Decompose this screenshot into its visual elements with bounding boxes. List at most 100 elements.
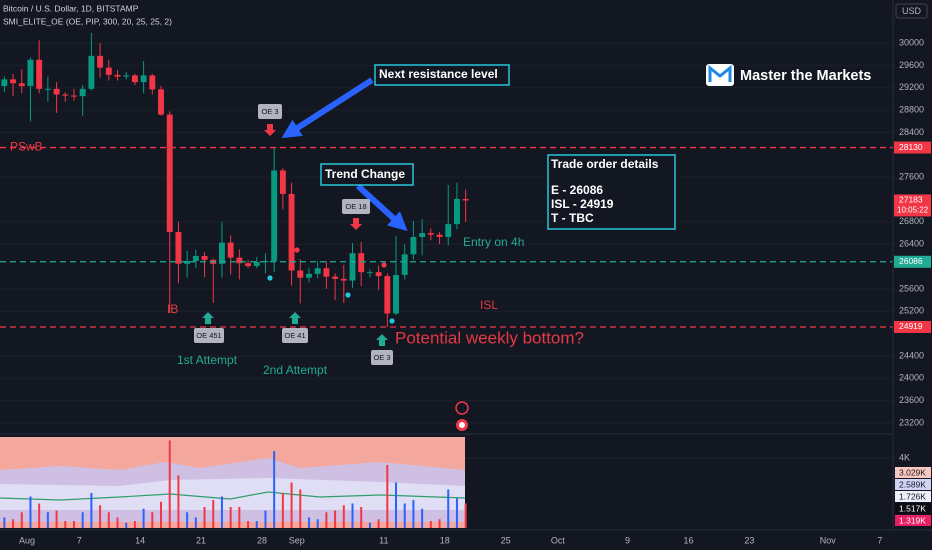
candle-body — [323, 268, 330, 277]
x-tick-label: 21 — [196, 535, 206, 545]
trade-line: T - TBC — [551, 211, 594, 225]
signal-label: OE 3 — [261, 107, 278, 116]
signal-label: OE 18 — [345, 202, 366, 211]
volume-bar — [133, 521, 136, 528]
volume-bar — [151, 512, 154, 528]
annotation-box — [320, 163, 414, 186]
annotation: Trend Change — [325, 167, 405, 181]
candle-body — [393, 274, 399, 314]
volume-bar — [342, 505, 345, 528]
y-tick-label: 29600 — [899, 60, 924, 70]
x-tick-label: 11 — [379, 535, 388, 545]
candle-body — [384, 276, 391, 314]
level-price-box — [894, 255, 931, 268]
y-tick-label: 25600 — [899, 283, 924, 293]
y-tick-label: 23200 — [899, 417, 924, 427]
candle-body — [288, 193, 295, 271]
candle-body — [97, 55, 104, 68]
volume-bar — [3, 517, 6, 528]
candle-body — [271, 170, 278, 261]
candle-body — [149, 75, 156, 90]
candle-body — [227, 242, 234, 258]
volume-bar — [412, 500, 415, 528]
x-tick-label: 16 — [683, 535, 693, 545]
x-tick-label: Nov — [820, 535, 837, 545]
x-tick-label: Aug — [19, 535, 35, 545]
candle-body — [236, 257, 243, 264]
x-tick-label: 28 — [257, 535, 267, 545]
volume-bar — [238, 507, 241, 528]
candle-body — [71, 95, 77, 97]
volume-bar — [368, 522, 371, 528]
volume-bar — [464, 503, 467, 528]
volume-bar — [72, 521, 75, 528]
candle-body — [306, 273, 312, 278]
y-tick-label: 25200 — [899, 306, 924, 316]
candle-body — [436, 234, 443, 237]
volume-bar — [334, 510, 337, 528]
annotation: 1st Attempt — [177, 353, 238, 367]
logo — [706, 64, 734, 86]
volume-bar — [421, 508, 424, 528]
indicator-title: SMI_ELITE_OE (OE, PIP, 300, 20, 25, 25, … — [3, 16, 172, 26]
y-tick-label: 28400 — [899, 127, 924, 137]
y-tick-label: 30000 — [899, 37, 924, 47]
volume-bar — [325, 512, 328, 528]
candle-body — [375, 272, 382, 277]
x-tick-label: Oct — [551, 535, 566, 545]
volume-bar — [194, 517, 197, 528]
volume-bar — [55, 510, 58, 528]
trade-line: ISL - 24919 — [551, 197, 614, 211]
y-tick-label: 23600 — [899, 395, 924, 405]
candle-body — [10, 79, 17, 84]
candle-body — [79, 88, 86, 97]
level-price: 24919 — [899, 321, 923, 331]
y-tick-label: 24000 — [899, 373, 924, 383]
volume-bar — [447, 489, 450, 528]
symbol-title: Bitcoin / U.S. Dollar, 1D, BITSTAMP — [3, 3, 139, 13]
candle-body — [358, 253, 365, 273]
candle-body — [131, 75, 138, 83]
candle-body — [410, 236, 417, 255]
x-tick-label: 7 — [77, 535, 82, 545]
indicator-value: 3.029K — [899, 467, 926, 477]
signal-label: OE 451 — [196, 331, 221, 340]
volume-bar — [99, 505, 102, 528]
candle-body — [114, 74, 121, 77]
candle-body — [401, 254, 408, 275]
candle-body — [218, 242, 225, 264]
level-price: 26086 — [899, 256, 923, 266]
x-tick-label: 9 — [625, 535, 630, 545]
volume-bar — [107, 512, 110, 528]
volume-bar — [20, 512, 23, 528]
currency-box[interactable] — [895, 3, 928, 19]
level-name: PSwB — [10, 140, 43, 154]
indicator-value: 1.517K — [899, 503, 926, 513]
indicator-value: 2.589K — [899, 479, 926, 489]
volume-bar — [64, 521, 67, 528]
currency[interactable]: USD — [902, 6, 922, 16]
level-price: 28130 — [899, 142, 923, 152]
logo-text: Master the Markets — [740, 68, 871, 84]
volume-bar — [229, 507, 232, 528]
volume-bar — [438, 519, 441, 528]
volume-bar — [299, 489, 302, 528]
candle-body — [427, 233, 434, 235]
volume-bar — [168, 440, 171, 528]
annotation: Potential weekly bottom? — [395, 328, 584, 347]
candle-body — [27, 59, 34, 87]
volume-bar — [351, 503, 354, 528]
volume-bar — [377, 519, 380, 528]
volume-indicator-shading — [0, 437, 466, 528]
candle-body — [340, 278, 347, 281]
volume-bar — [29, 496, 32, 528]
candle-body — [462, 198, 469, 201]
volume-bar — [455, 498, 458, 528]
candle-body — [349, 253, 356, 281]
volume-bar — [186, 512, 189, 528]
candle-body — [158, 89, 164, 115]
volume-bar — [220, 496, 223, 528]
candle-body — [36, 59, 43, 89]
volume-bar — [90, 493, 93, 528]
candle-body — [123, 75, 130, 77]
